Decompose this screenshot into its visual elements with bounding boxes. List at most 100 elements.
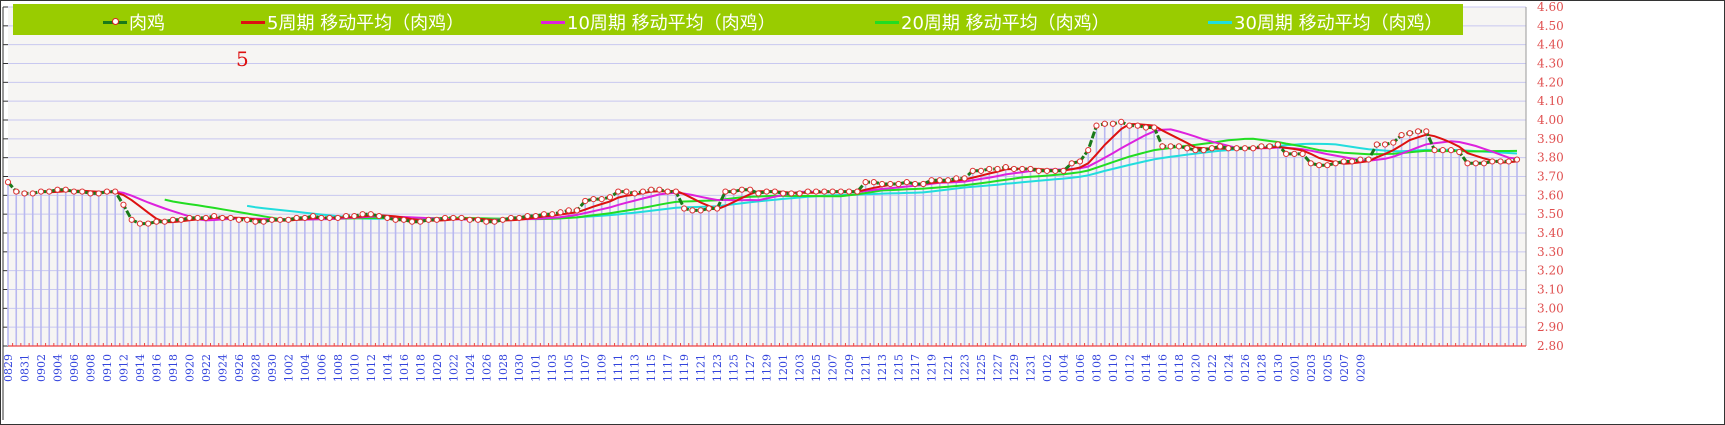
x-tick-label: 1024 <box>464 354 477 382</box>
data-point <box>656 186 663 193</box>
x-tick-label: 0930 <box>266 354 279 382</box>
y-tick-label: 3.00 <box>1537 301 1564 315</box>
legend-line-icon <box>241 20 265 24</box>
y-tick-label: 4.40 <box>1537 38 1564 52</box>
data-point <box>532 212 539 220</box>
data-point <box>1291 150 1298 157</box>
x-tick-label: 0914 <box>134 354 147 382</box>
data-point <box>4 179 12 186</box>
data-point <box>1497 158 1504 165</box>
data-point <box>1019 165 1026 173</box>
data-point <box>309 212 317 220</box>
data-point <box>1167 143 1174 150</box>
data-point <box>590 196 597 203</box>
x-tick-label: 1221 <box>942 354 955 382</box>
data-point <box>37 188 45 195</box>
data-point <box>598 196 605 203</box>
legend-item-ma5: 5周期 移动平均（肉鸡） <box>241 9 464 35</box>
data-point <box>128 216 135 223</box>
x-tick-label: 1129 <box>761 354 774 382</box>
x-tick-label: 0924 <box>216 354 229 382</box>
data-point <box>994 165 1001 173</box>
legend-item-ma10: 10周期 移动平均（肉鸡） <box>541 9 776 35</box>
data-point <box>1299 150 1306 157</box>
data-point <box>1414 128 1422 135</box>
chart-annotation: 5 <box>236 47 249 71</box>
data-point <box>878 180 886 188</box>
data-point <box>1505 158 1512 165</box>
data-point <box>639 188 647 195</box>
x-tick-label: 1117 <box>662 354 675 382</box>
x-tick-label: 0904 <box>51 354 64 382</box>
data-point <box>1035 167 1042 174</box>
data-point <box>664 188 671 195</box>
data-point <box>1002 163 1009 171</box>
data-point <box>351 212 358 220</box>
data-point <box>1142 124 1150 131</box>
data-point <box>474 216 482 223</box>
y-tick-label: 4.10 <box>1537 94 1564 108</box>
data-point <box>1456 148 1463 156</box>
data-point <box>384 214 391 222</box>
data-point <box>1208 145 1216 152</box>
data-point <box>227 214 234 222</box>
data-point <box>738 186 745 193</box>
x-tick-label: 0201 <box>1288 354 1301 382</box>
x-tick-label: 1103 <box>546 354 559 382</box>
legend-item-broiler: 肉鸡 <box>103 9 165 35</box>
data-point <box>318 214 325 222</box>
data-point <box>1283 150 1290 157</box>
data-point <box>1200 147 1207 154</box>
data-point <box>672 188 680 195</box>
x-tick-label: 0920 <box>183 354 196 382</box>
y-tick-label: 3.70 <box>1537 170 1564 184</box>
data-point <box>112 188 119 195</box>
data-point <box>433 216 440 223</box>
data-point <box>631 190 638 197</box>
data-point <box>392 216 399 223</box>
x-tick-label: 1209 <box>843 354 856 382</box>
data-point <box>301 214 308 222</box>
data-point <box>1225 145 1232 152</box>
data-point <box>417 218 424 225</box>
x-tick-label: 1127 <box>744 354 757 382</box>
data-point <box>268 216 275 223</box>
data-point <box>747 186 754 193</box>
data-point <box>887 180 894 188</box>
x-tick-label: 1227 <box>992 354 1005 382</box>
x-tick-label: 1109 <box>596 354 609 382</box>
data-point <box>491 218 498 225</box>
data-point <box>1233 145 1240 152</box>
y-tick-label: 2.80 <box>1537 339 1564 353</box>
data-point <box>1489 158 1496 165</box>
x-tick-label: 1223 <box>959 354 972 382</box>
x-tick-label: 0110 <box>1107 354 1120 382</box>
x-tick-label: 1119 <box>678 354 691 382</box>
x-tick-label: 1229 <box>1008 354 1021 382</box>
x-tick-label: 0203 <box>1305 354 1318 382</box>
data-point <box>1381 141 1389 148</box>
x-tick-label: 0114 <box>1140 354 1153 382</box>
data-point <box>763 188 770 195</box>
legend-line-icon <box>875 20 899 24</box>
data-point <box>961 175 968 182</box>
data-point <box>252 218 259 225</box>
data-point <box>573 207 581 214</box>
data-point <box>1324 162 1331 169</box>
data-point <box>1184 145 1191 152</box>
data-point <box>62 186 69 193</box>
x-tick-label: 1006 <box>315 354 328 382</box>
y-tick-label: 3.20 <box>1537 264 1564 278</box>
data-point <box>408 218 416 225</box>
y-tick-label: 3.60 <box>1537 188 1564 202</box>
x-tick-label: 0116 <box>1156 354 1169 382</box>
y-tick-label: 3.10 <box>1537 283 1564 297</box>
data-point <box>1010 165 1018 173</box>
data-point <box>202 214 210 222</box>
data-point <box>342 212 350 220</box>
y-tick-label: 4.60 <box>1537 0 1564 14</box>
data-point <box>120 201 127 208</box>
data-point <box>483 218 490 225</box>
data-point <box>870 179 877 186</box>
x-tick-label: 0209 <box>1354 354 1367 382</box>
